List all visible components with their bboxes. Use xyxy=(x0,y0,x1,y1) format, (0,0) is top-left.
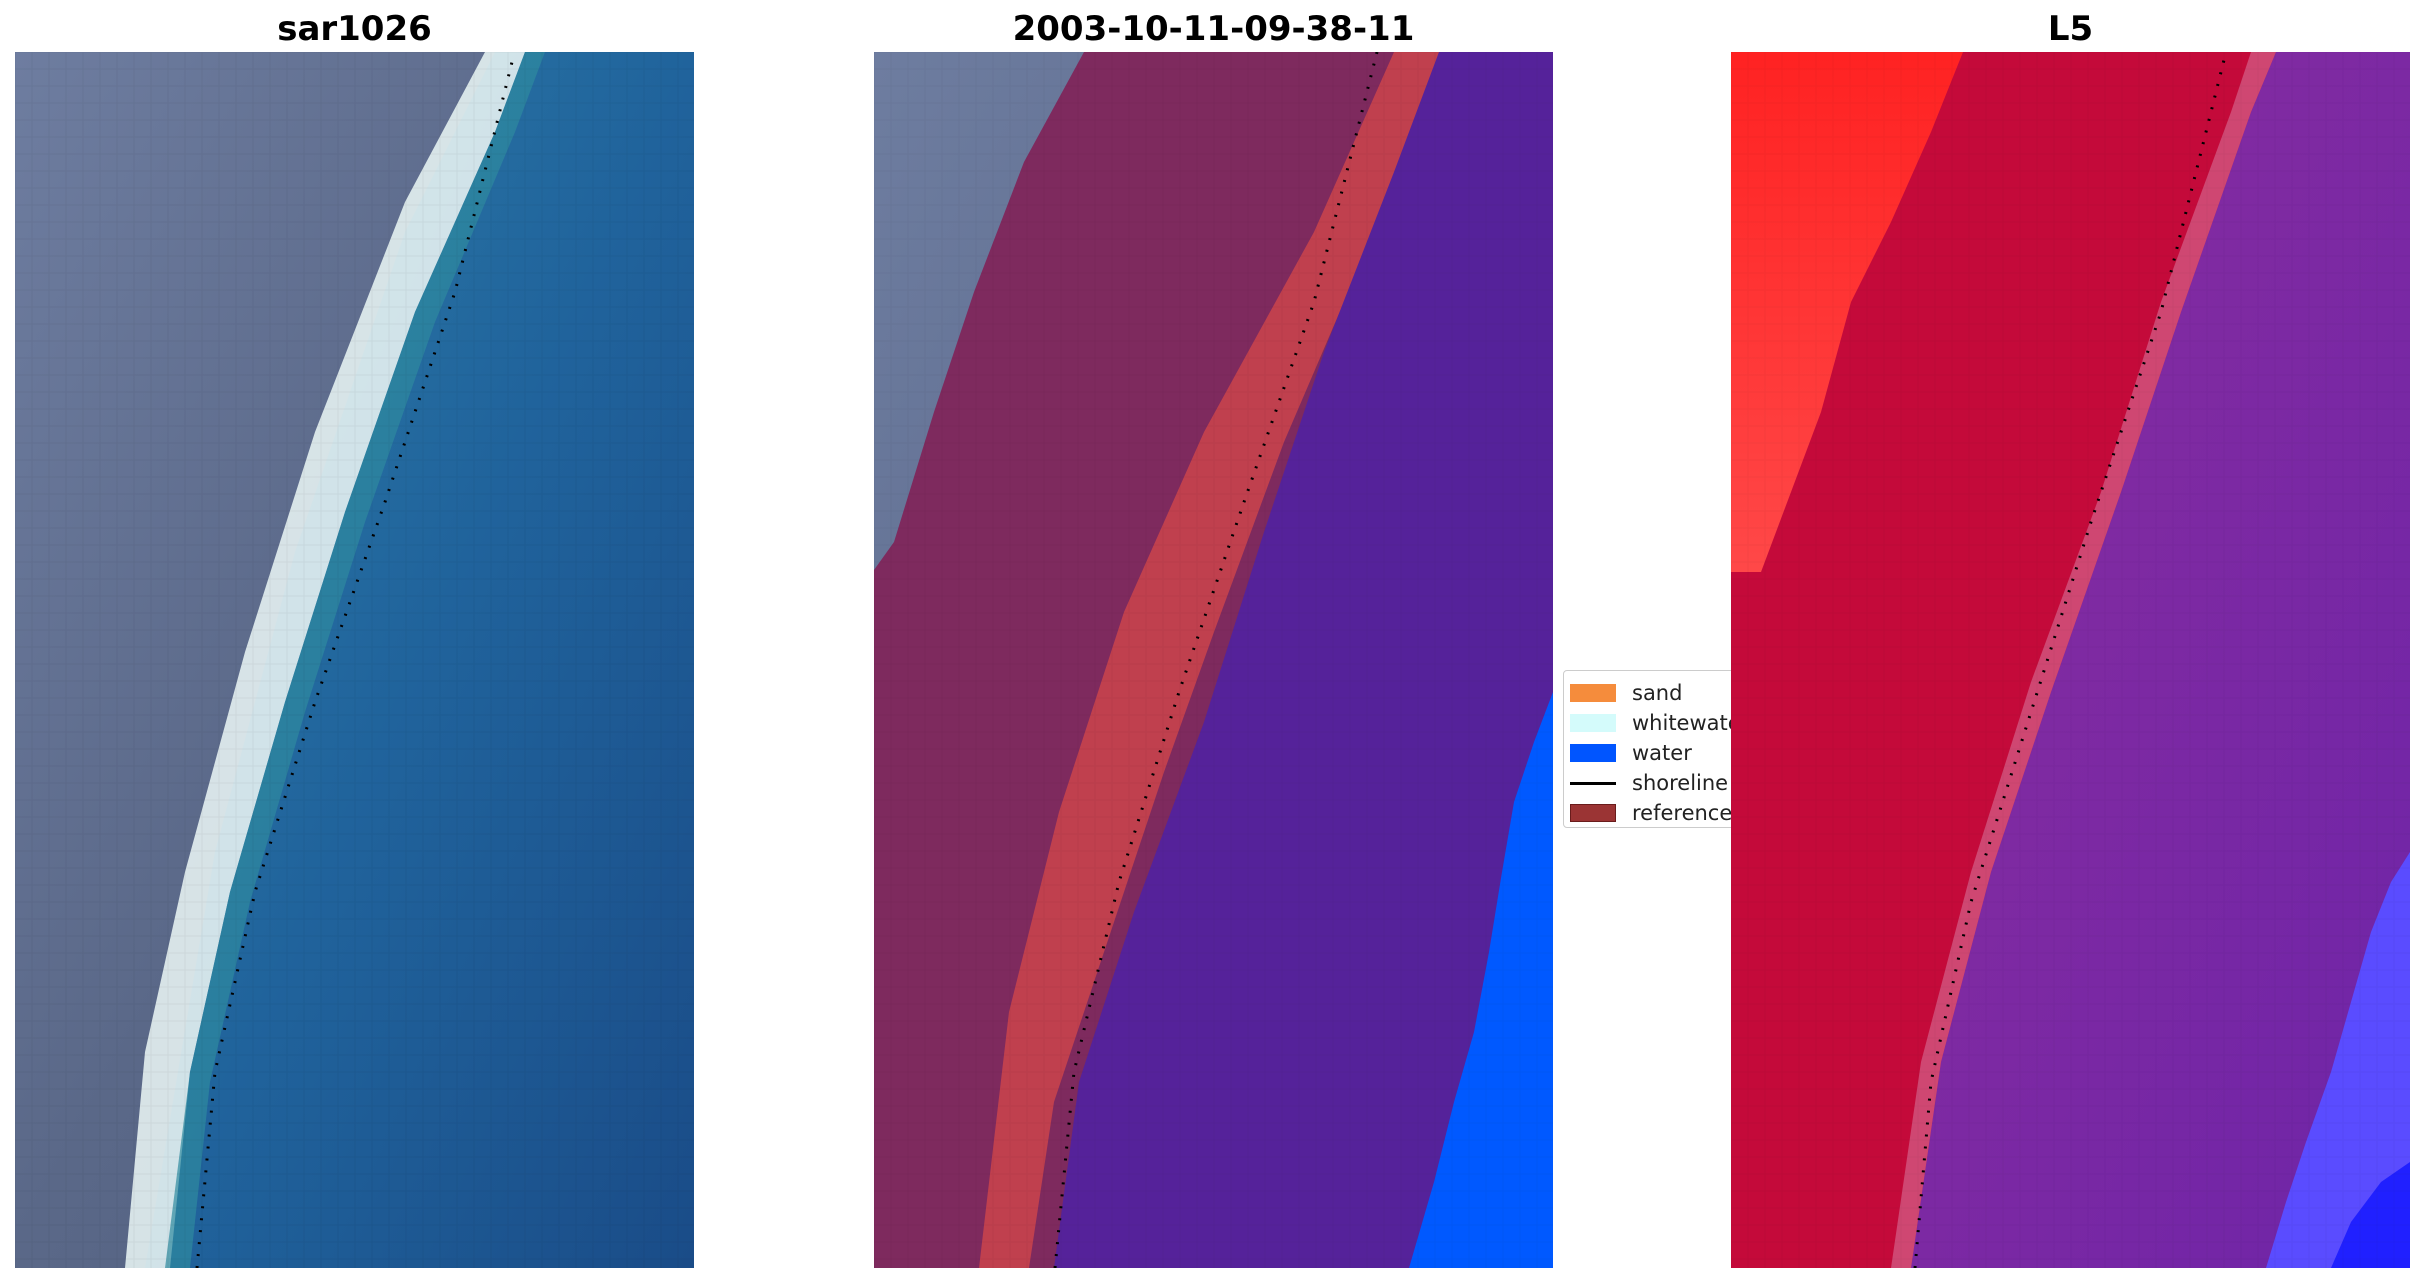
legend-item-sand: sand xyxy=(1570,681,1682,705)
reference-swatch xyxy=(1570,804,1616,822)
panel-title-rgb: sar1026 xyxy=(277,9,432,49)
rgb-image-panel xyxy=(15,52,694,1268)
legend-label: whitewater xyxy=(1632,711,1738,735)
legend-label: reference xyxy=(1632,801,1733,825)
whitewater-swatch xyxy=(1570,714,1616,732)
legend-item-water: water xyxy=(1570,741,1692,765)
index-image xyxy=(1731,52,2410,1268)
classification-image xyxy=(874,52,1553,1268)
legend-label: sand xyxy=(1632,681,1683,705)
water-swatch xyxy=(1570,744,1616,762)
legend-item-shoreline: shoreline xyxy=(1570,771,1728,795)
legend: sand whitewater water shoreline referenc… xyxy=(1563,670,1738,828)
legend-item-reference: reference xyxy=(1570,801,1732,825)
classification-panel xyxy=(874,52,1553,1268)
legend-label: shoreline xyxy=(1632,771,1729,795)
rgb-image xyxy=(15,52,694,1268)
legend-label: water xyxy=(1632,741,1692,765)
panel-title-classification: 2003-10-11-09-38-11 xyxy=(1012,9,1415,49)
legend-item-whitewater: whitewater xyxy=(1570,711,1738,735)
index-panel xyxy=(1731,52,2410,1268)
shoreline-line-swatch xyxy=(1570,781,1616,785)
panel-title-index: L5 xyxy=(2047,9,2094,49)
sand-swatch xyxy=(1570,684,1616,702)
